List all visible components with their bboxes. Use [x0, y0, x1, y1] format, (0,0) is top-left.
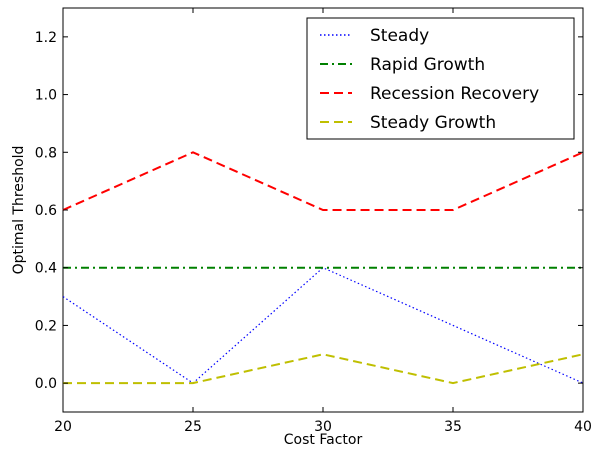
legend: Steady Rapid Growth Recession Recovery Stea… [306, 17, 575, 140]
x-axis-label: Cost Factor [284, 432, 363, 448]
series-layer [62, 151, 584, 385]
y-tick-label: 0.6 [35, 203, 57, 219]
y-tick-label: 0.4 [35, 261, 57, 277]
x-tick-label: 25 [184, 419, 202, 435]
y-axis-label: Optimal Threshold [11, 146, 27, 275]
series-line-3 [63, 353, 584, 385]
legend-label-3: Steady Growth [370, 113, 496, 133]
legend-label-2: Recession Recovery [370, 84, 539, 104]
legend-label-1: Rapid Growth [370, 55, 485, 75]
x-axis-ticks: 20 25 30 35 40 [54, 8, 592, 435]
y-tick-label: 1.0 [35, 88, 57, 104]
legend-box [306, 17, 575, 140]
y-tick-label: 0.0 [35, 376, 57, 392]
y-tick-label: 0.8 [35, 145, 57, 161]
y-tick-label: 1.2 [35, 30, 57, 46]
y-tick-label: 0.2 [35, 318, 57, 334]
x-tick-label: 40 [574, 419, 592, 435]
legend-label-0: Steady [370, 26, 429, 46]
series-line-2 [62, 151, 584, 211]
series-line-0 [62, 266, 584, 384]
y-axis-ticks: 0.0 0.2 0.4 0.6 0.8 1.0 1.2 [35, 30, 583, 392]
x-tick-label: 20 [54, 419, 72, 435]
x-tick-label: 35 [444, 419, 462, 435]
x-tick-label: 30 [314, 419, 332, 435]
